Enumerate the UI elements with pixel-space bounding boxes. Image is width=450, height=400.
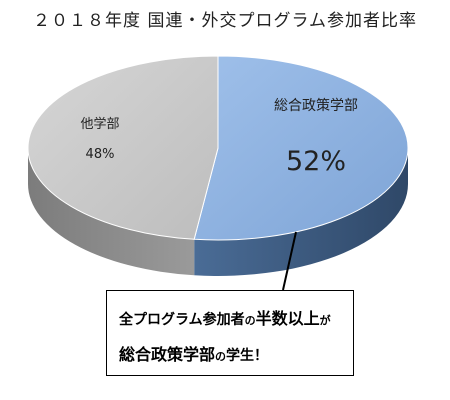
pie-side-1 [27, 148, 195, 276]
callout-students: 学生！ [226, 348, 269, 364]
slice-label-1: 他学部 [80, 116, 119, 132]
callout-particle-no2: の [215, 350, 227, 363]
callout-faculty: 総合政策学部 [119, 345, 216, 364]
callout-particle-ga: が [319, 314, 331, 327]
callout-participants: 全プログラム参加者 [119, 312, 245, 328]
callout-pointer [282, 231, 297, 291]
chart-title: ２０１８年度 国連・外交プログラム参加者比率 [33, 11, 417, 31]
pie-side-0 [194, 148, 408, 277]
pie-slice-0 [193, 55, 409, 241]
callout-box: 全プログラム参加者の半数以上が 総合政策学部の学生！ [106, 290, 354, 376]
slice-label-0: 総合政策学部 [274, 97, 358, 114]
pie-slice-1 [27, 55, 219, 240]
callout-line-1: 全プログラム参加者の半数以上が [119, 305, 331, 329]
callout-particle-no: の [244, 314, 256, 327]
slice-value-0: 52% [286, 146, 346, 177]
callout-line-2: 総合政策学部の学生！ [119, 341, 268, 365]
slice-value-1: 48% [86, 147, 115, 162]
callout-majority: 半数以上 [255, 309, 320, 328]
